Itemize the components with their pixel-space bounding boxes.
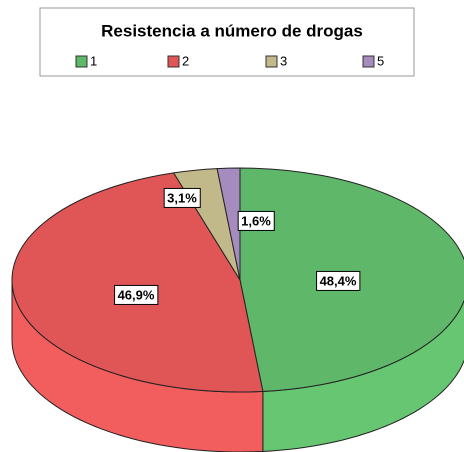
value-labels: 48,4% 46,9% 3,1% 1,6% [114,187,361,305]
value-label: 46,9% [118,287,155,302]
value-label-group: 46,9% [114,284,159,305]
legend-title: Resistencia a número de drogas [101,21,363,40]
value-label-box [163,187,201,208]
pie-slice [216,167,241,281]
pie-tops [11,167,464,393]
pie-slice [11,172,264,393]
value-label-group: 1,6% [237,210,275,231]
value-label: 48,4% [320,273,357,288]
value-label: 3,1% [167,190,197,205]
value-label: 1,6% [241,213,271,228]
value-label-box [316,270,361,291]
legend-label: 1 [90,53,97,68]
legend-label: 3 [280,53,287,68]
value-label-group: 3,1% [163,187,201,208]
legend-label: 5 [377,53,384,68]
legend-swatch [75,55,88,68]
legend-swatch [362,55,375,68]
value-label-box [114,284,159,305]
legend-label: 2 [182,53,189,68]
value-label-group: 48,4% [316,270,361,291]
legend-box [39,7,415,77]
value-label-box [237,210,275,231]
legend-swatch [167,55,180,68]
legend-swatch [265,55,278,68]
